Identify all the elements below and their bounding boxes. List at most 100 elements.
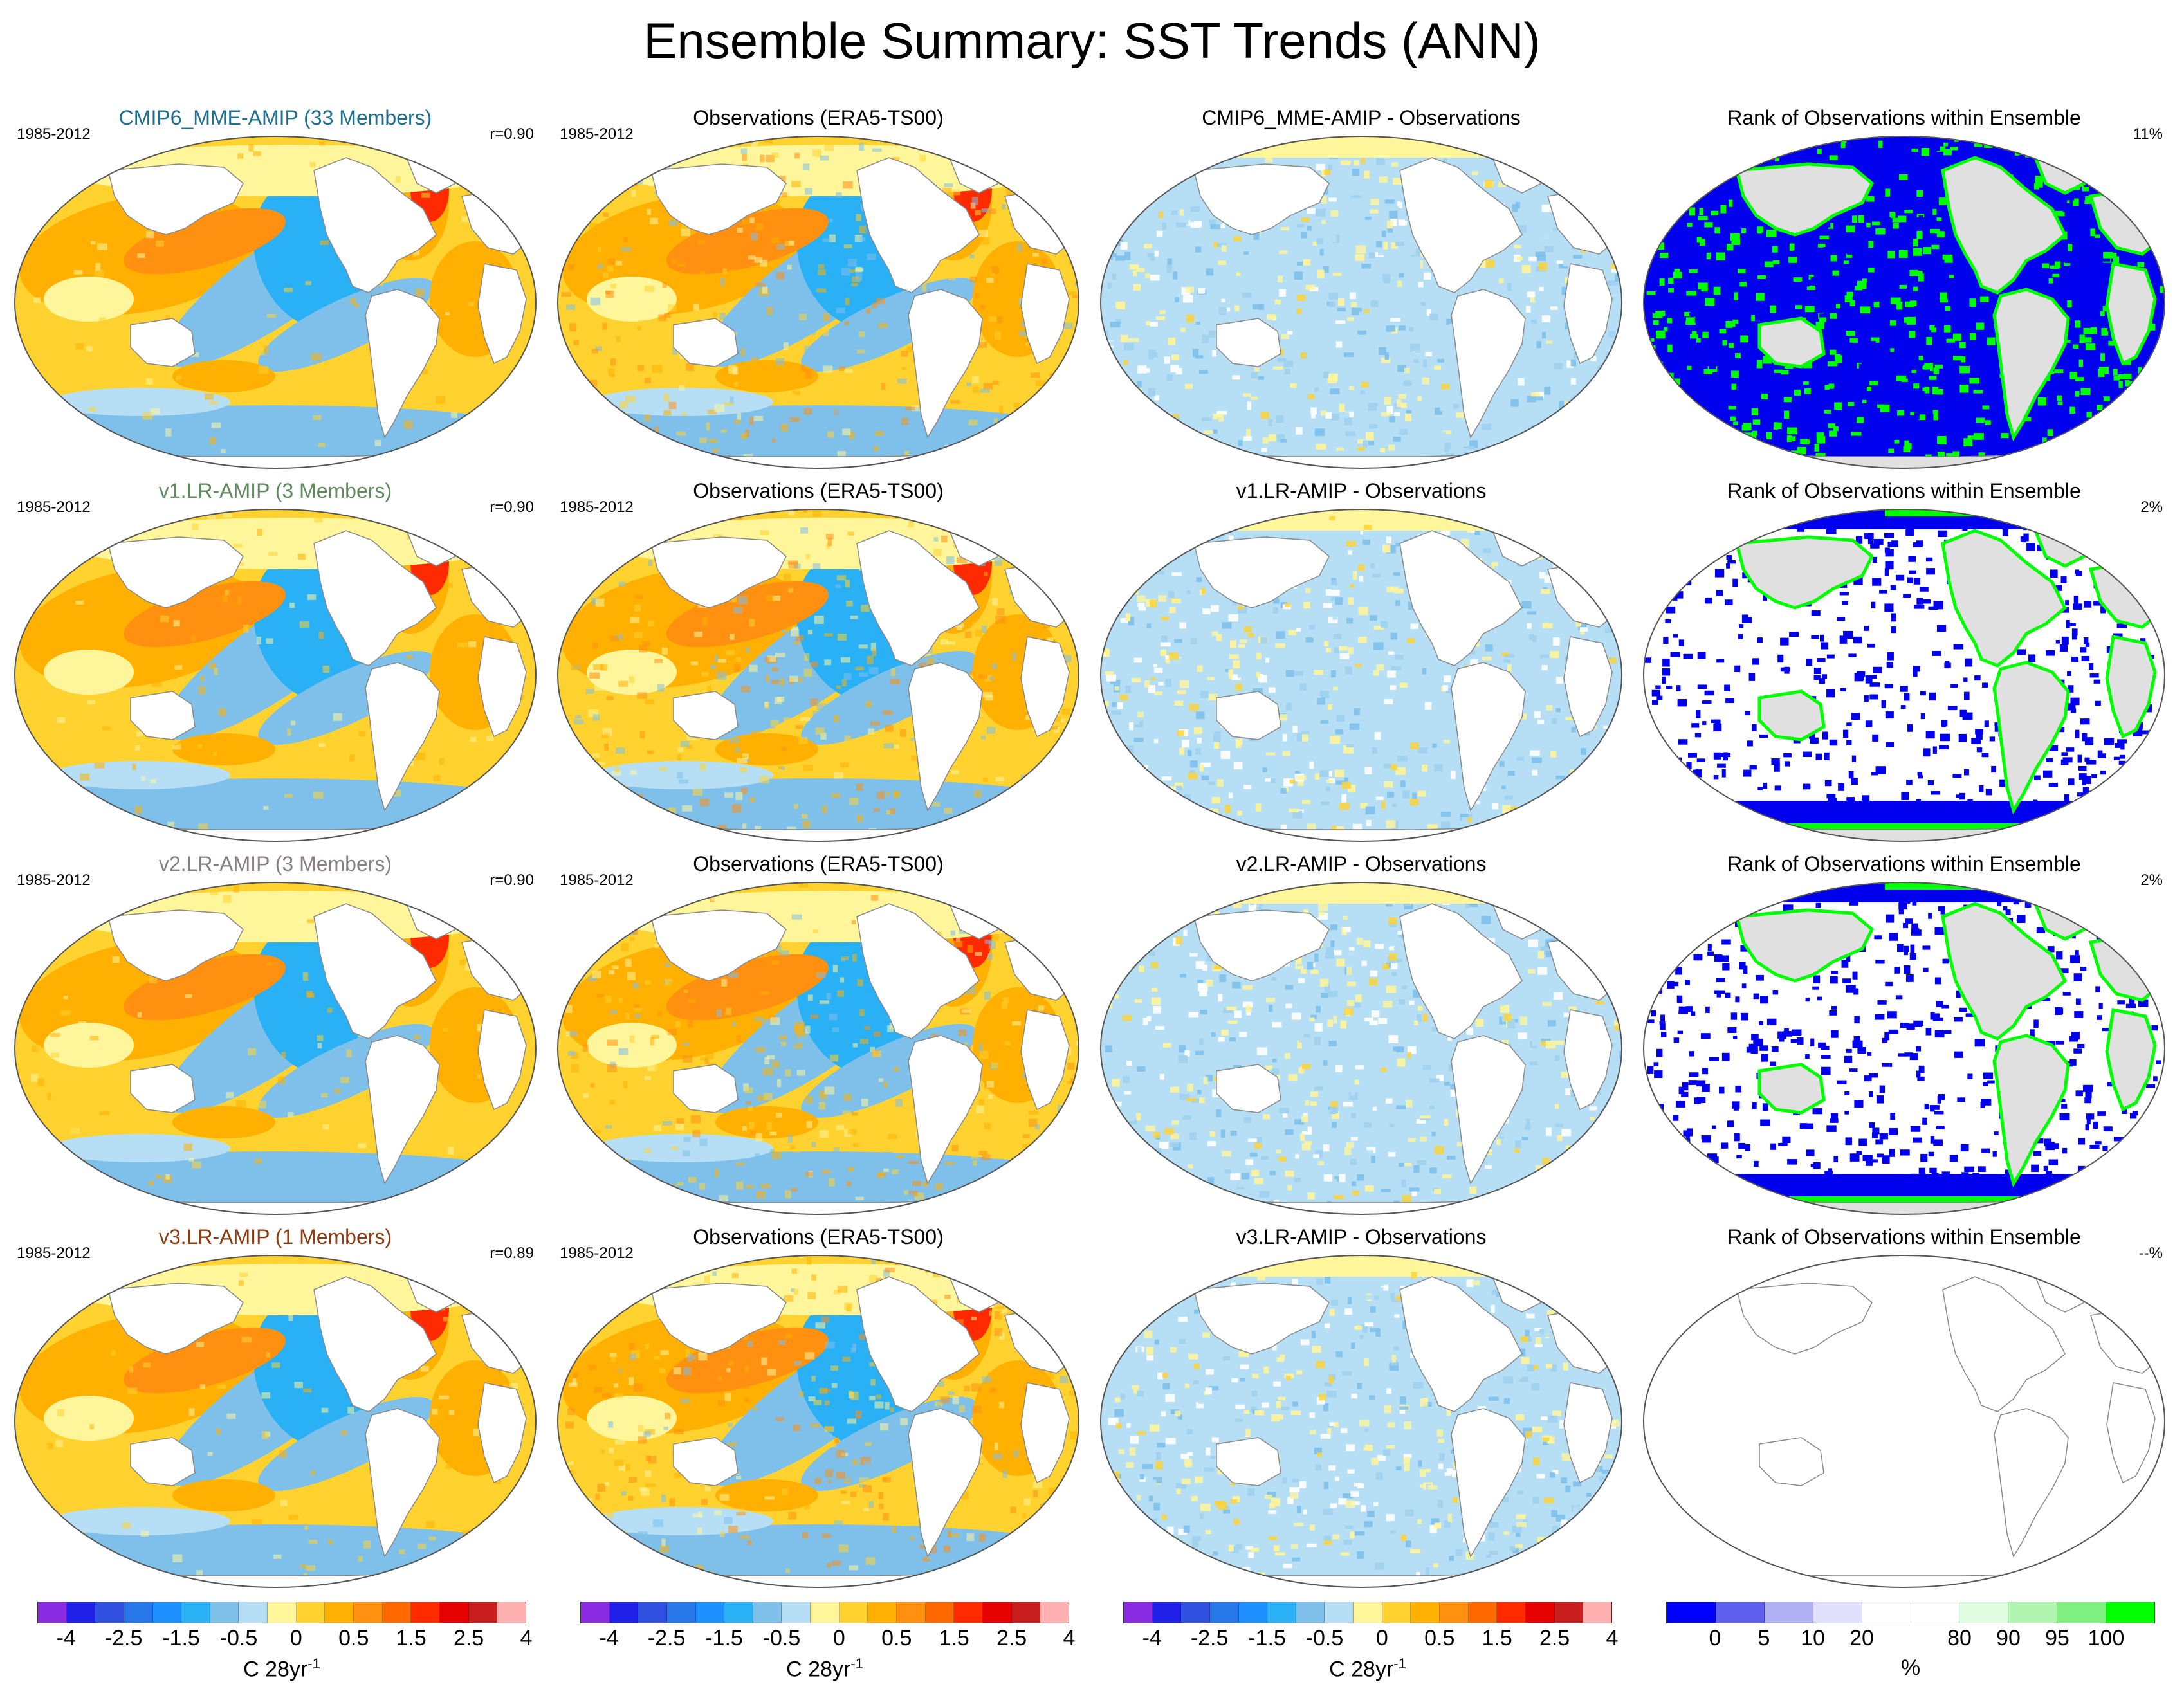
trend-speckle: [1103, 768, 1112, 775]
trend-speckle: [90, 962, 97, 969]
trend-speckle: [638, 756, 647, 762]
rank-pixel: [1839, 845, 1846, 846]
trend-speckle: [1282, 751, 1290, 756]
trend-speckle: [290, 720, 296, 726]
rank-pixel: [1725, 358, 1734, 367]
trend-speckle: [92, 1176, 100, 1182]
trend-speckle: [1485, 534, 1491, 542]
trend-speckle: [1256, 671, 1260, 678]
trend-speckle: [805, 1025, 811, 1034]
trend-speckle: [531, 409, 536, 417]
rank-pixel: [1807, 314, 1818, 320]
trend-speckle: [788, 561, 798, 569]
trend-speckle: [1541, 315, 1551, 322]
rank-pixel: [2132, 408, 2139, 412]
trend-speckle: [627, 424, 633, 432]
rank-pixel: [2091, 515, 2102, 520]
trend-speckle: [403, 420, 413, 429]
ocean-base: [1644, 136, 2165, 468]
trend-speckle: [980, 735, 986, 740]
trend-speckle: [225, 590, 230, 595]
trend-speckle: [1233, 762, 1243, 770]
trend-speckle: [1076, 226, 1079, 234]
trend-speckle: [1600, 429, 1610, 435]
trend-speckle: [1538, 262, 1548, 271]
trend-speckle: [430, 833, 436, 837]
trend-speckle: [1345, 431, 1356, 437]
trend-speckle: [1144, 680, 1150, 688]
trend-speckle: [1202, 587, 1206, 595]
trend-speckle: [1168, 462, 1177, 467]
trend-speckle: [749, 1122, 755, 1130]
trend-speckle: [825, 188, 832, 195]
rank-pixel: [2101, 136, 2110, 140]
trend-speckle: [421, 192, 430, 198]
trend-speckle: [1572, 547, 1576, 552]
rank-pixel: [2017, 425, 2026, 430]
trend-speckle: [908, 1192, 913, 1200]
trend-speckle: [1075, 136, 1079, 139]
trend-speckle: [693, 466, 703, 468]
rank-pixel: [2033, 775, 2041, 780]
trend-speckle: [1534, 799, 1539, 805]
trend-speckle: [1550, 415, 1557, 420]
trend-speckle: [236, 1100, 246, 1109]
trend-speckle: [592, 521, 603, 527]
rank-pixel: [1671, 585, 1677, 592]
trend-speckle: [1579, 558, 1586, 565]
trend-speckle: [1155, 187, 1162, 191]
trend-speckle: [668, 304, 677, 312]
rank-pixel: [1887, 541, 1895, 547]
trend-speckle: [160, 615, 169, 623]
trend-speckle: [1346, 617, 1354, 624]
rank-pixel: [2018, 517, 2028, 524]
trend-speckle: [317, 1035, 324, 1041]
trend-speckle: [571, 834, 580, 841]
trend-speckle: [1114, 199, 1124, 206]
trend-speckle: [592, 714, 600, 721]
rank-pixel: [1653, 789, 1662, 796]
trend-speckle: [1164, 831, 1170, 839]
rank-pixel: [1653, 230, 1657, 237]
trend-speckle: [1331, 825, 1337, 832]
trend-speckle: [558, 915, 567, 922]
trend-speckle: [475, 756, 484, 763]
rank-pixel: [1843, 260, 1849, 264]
trend-speckle: [1335, 729, 1344, 735]
rank-pixel: [1757, 228, 1762, 234]
rank-pixel: [2158, 633, 2165, 641]
rank-pixel: [2167, 269, 2168, 273]
trend-speckle: [1154, 691, 1162, 695]
trend-speckle: [1125, 613, 1131, 621]
trend-speckle: [1058, 396, 1066, 401]
trend-speckle: [690, 661, 698, 666]
trend-speckle: [805, 155, 816, 160]
trend-speckle: [932, 802, 941, 807]
trend-speckle: [1620, 632, 1622, 639]
trend-speckle: [644, 1148, 651, 1153]
trend-speckle: [1348, 785, 1356, 793]
trend-speckle: [629, 937, 635, 942]
trend-speckle: [309, 161, 316, 167]
trend-speckle: [993, 418, 998, 423]
rank-pixel: [1691, 331, 1697, 336]
trend-speckle: [380, 162, 387, 170]
trend-speckle: [1570, 378, 1577, 385]
rank-pixel: [1871, 601, 1876, 608]
landmass-americaS: [365, 1035, 440, 1185]
rank-pixel: [1668, 583, 1675, 590]
trend-speckle: [491, 138, 500, 146]
trend-speckle: [849, 269, 856, 273]
trend-speckle: [1520, 451, 1525, 457]
trend-speckle: [952, 1202, 959, 1209]
trend-speckle: [1387, 792, 1395, 798]
rank-pixel: [1691, 462, 1697, 468]
rank-pixel: [1922, 387, 1929, 392]
rank-pixel: [1838, 413, 1846, 421]
trend-speckle: [1386, 586, 1393, 592]
trend-speckle: [740, 433, 748, 439]
trend-speckle: [680, 144, 691, 153]
rank-pixel: [2081, 439, 2089, 444]
trend-speckle: [605, 558, 613, 565]
trend-speckle: [1485, 644, 1493, 652]
